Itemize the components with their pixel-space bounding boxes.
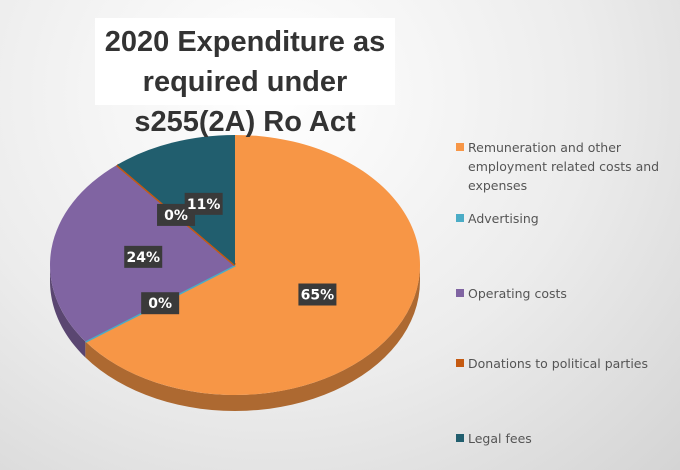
slice-side [50, 265, 86, 358]
legend-swatch [456, 214, 464, 222]
legend-label: Remuneration and other employment relate… [468, 140, 660, 193]
legend-swatch [456, 359, 464, 367]
legend-entry: Donations to political parties [456, 354, 680, 373]
legend-label: Advertising [468, 211, 539, 226]
legend-label: Donations to political parties [468, 356, 648, 371]
slice [117, 135, 235, 265]
data-label-box [141, 292, 180, 315]
chart-title: 2020 Expenditure as required under s255(… [95, 18, 395, 138]
data-label-box [298, 283, 337, 306]
legend-entry: Legal fees [456, 429, 680, 448]
slice [85, 135, 421, 396]
slice-side [85, 265, 421, 411]
data-label: 65% [301, 288, 335, 304]
data-label: 24% [126, 250, 160, 266]
data-label-box [184, 192, 223, 215]
data-label: 0% [148, 296, 172, 312]
legend-label: Operating costs [468, 286, 567, 301]
legend-label: Legal fees [468, 431, 532, 446]
legend-swatch [456, 434, 464, 442]
data-label: 0% [164, 208, 188, 224]
data-label-box [124, 245, 163, 268]
legend-entry: Remuneration and other employment relate… [456, 138, 680, 195]
legend-entry: Advertising [456, 209, 680, 228]
data-label: 11% [187, 197, 221, 213]
legend-swatch [456, 289, 464, 297]
legend-entry: Operating costs [456, 284, 680, 303]
legend-swatch [456, 143, 464, 151]
